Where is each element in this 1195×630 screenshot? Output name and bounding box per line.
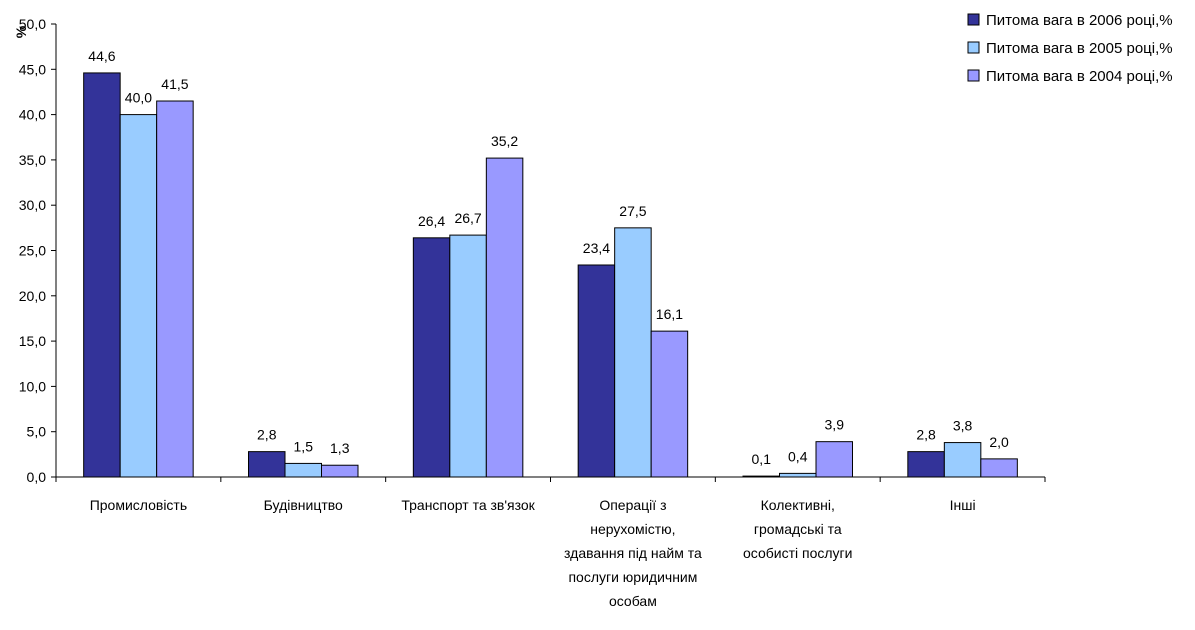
bar-data-label: 23,4 xyxy=(583,240,610,256)
bar xyxy=(815,441,853,478)
y-tick-label: 30,0 xyxy=(19,197,46,213)
bar-data-label: 1,5 xyxy=(294,438,314,454)
x-tick-label: Інші xyxy=(950,497,976,513)
legend-swatch xyxy=(967,13,980,26)
bar xyxy=(980,458,1018,478)
bar-data-label: 0,1 xyxy=(752,451,772,467)
legend-entry: Питома вага в 2005 році,% xyxy=(986,40,1173,57)
bar xyxy=(577,264,616,478)
bar-data-label: 3,8 xyxy=(953,418,973,434)
bar xyxy=(650,330,689,478)
bar xyxy=(742,475,780,478)
bar-data-label: 35,2 xyxy=(491,133,518,149)
y-tick-label: 45,0 xyxy=(19,61,46,77)
y-tick-label: 20,0 xyxy=(19,288,46,304)
bar-data-label: 27,5 xyxy=(619,203,646,219)
bar-data-label: 2,0 xyxy=(989,434,1009,450)
bar xyxy=(248,451,286,478)
x-tick-label: Промисловість xyxy=(90,497,187,513)
y-tick-label: 5,0 xyxy=(27,424,47,440)
bar-data-label: 26,7 xyxy=(454,210,481,226)
bar xyxy=(449,234,487,478)
y-tick-label: 50,0 xyxy=(19,16,46,32)
bar xyxy=(83,72,121,478)
bar xyxy=(614,227,652,478)
bar-data-label: 3,9 xyxy=(825,417,845,433)
legend-entry: Питома вага в 2004 році,% xyxy=(986,68,1173,85)
bar xyxy=(119,114,158,478)
x-tick-label: здавання під найм та xyxy=(564,545,702,561)
y-tick-label: 10,0 xyxy=(19,378,46,394)
bar xyxy=(321,464,359,478)
bar-data-label: 26,4 xyxy=(418,213,445,229)
bar-data-label: 16,1 xyxy=(656,306,683,322)
y-tick-label: 35,0 xyxy=(19,152,46,168)
bar-data-label: 2,8 xyxy=(916,427,936,443)
y-tick-label: 40,0 xyxy=(19,107,46,123)
bar-data-label: 0,4 xyxy=(788,448,808,464)
x-tick-label: Транспорт та зв'язок xyxy=(401,497,535,513)
bar-data-label: 44,6 xyxy=(88,48,115,64)
bar xyxy=(412,237,451,478)
bar xyxy=(943,442,982,478)
y-axis-label: % xyxy=(13,25,29,38)
x-tick-label: Колективні, xyxy=(761,497,835,513)
x-tick-label: особисті послуги xyxy=(743,545,852,561)
legend-swatch xyxy=(967,41,980,54)
x-tick-label: Операції з xyxy=(599,497,666,513)
legend-entry: Питома вага в 2006 році,% xyxy=(986,12,1173,29)
legend-swatch xyxy=(967,69,980,82)
x-tick-label: громадські та xyxy=(754,521,842,537)
y-tick-label: 0,0 xyxy=(27,469,47,485)
x-tick-label: особам xyxy=(609,593,657,609)
bar-data-label: 2,8 xyxy=(257,427,277,443)
bar xyxy=(156,100,194,478)
x-tick-label: Будівництво xyxy=(264,497,343,513)
bar xyxy=(485,157,524,478)
x-tick-label: нерухомістю, xyxy=(590,521,675,537)
bar xyxy=(284,462,322,478)
bar-data-label: 41,5 xyxy=(161,76,188,92)
y-tick-label: 25,0 xyxy=(19,243,46,259)
bar-data-label: 1,3 xyxy=(330,440,350,456)
x-tick-label: послуги юридичним xyxy=(568,569,697,585)
y-tick-label: 15,0 xyxy=(19,333,46,349)
bar-data-label: 40,0 xyxy=(125,90,152,106)
bar xyxy=(907,451,945,478)
bar xyxy=(779,472,817,478)
